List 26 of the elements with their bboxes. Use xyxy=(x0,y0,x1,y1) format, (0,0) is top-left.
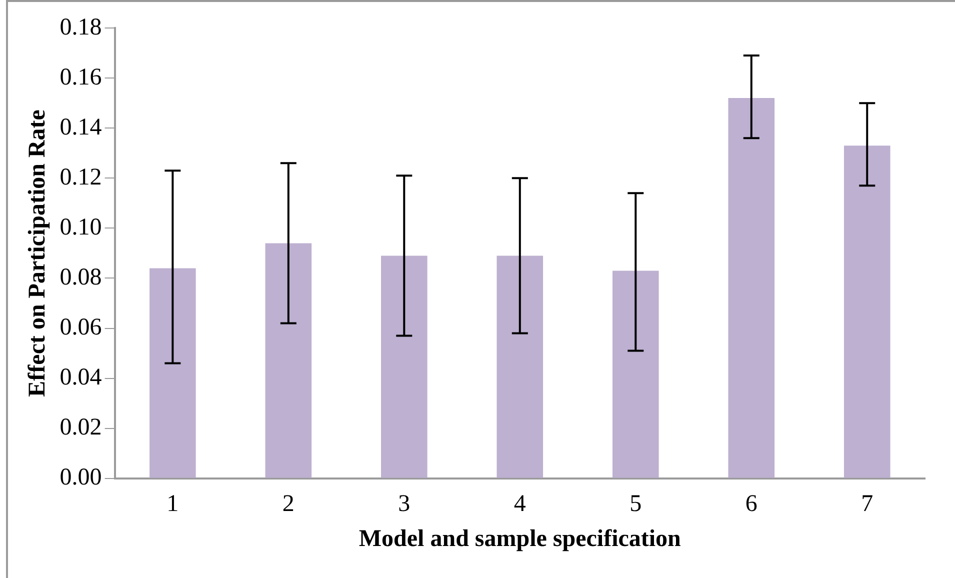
x-tick-label: 6 xyxy=(745,491,758,518)
y-axis-title: Effect on Participation Rate xyxy=(24,109,51,397)
y-tick-label: 0.06 xyxy=(60,314,102,341)
y-tick-label: 0.08 xyxy=(60,264,102,291)
bar xyxy=(612,270,659,478)
y-tick-label: 0.10 xyxy=(60,214,102,240)
bar xyxy=(381,256,428,478)
x-tick-label: 2 xyxy=(282,491,294,518)
x-axis-title: Model and sample specification xyxy=(358,526,681,552)
x-tick-label: 7 xyxy=(861,491,874,518)
x-tick-label: 1 xyxy=(166,491,179,518)
y-tick-label: 0.12 xyxy=(60,164,102,190)
y-tick-label: 0.18 xyxy=(60,14,102,40)
bar xyxy=(844,146,890,478)
bar xyxy=(496,256,544,478)
bar xyxy=(265,243,312,478)
x-tick-label: 3 xyxy=(398,491,410,518)
y-tick-label: 0.02 xyxy=(60,414,102,441)
x-tick-label: 5 xyxy=(630,491,642,518)
bar xyxy=(150,268,196,478)
y-tick-label: 0.14 xyxy=(60,114,102,140)
bar xyxy=(728,98,775,478)
y-tick-label: 0.04 xyxy=(60,364,102,391)
x-tick-label: 4 xyxy=(514,491,526,518)
y-tick-label: 0.16 xyxy=(60,64,102,90)
y-tick-label: 0.00 xyxy=(60,464,102,491)
